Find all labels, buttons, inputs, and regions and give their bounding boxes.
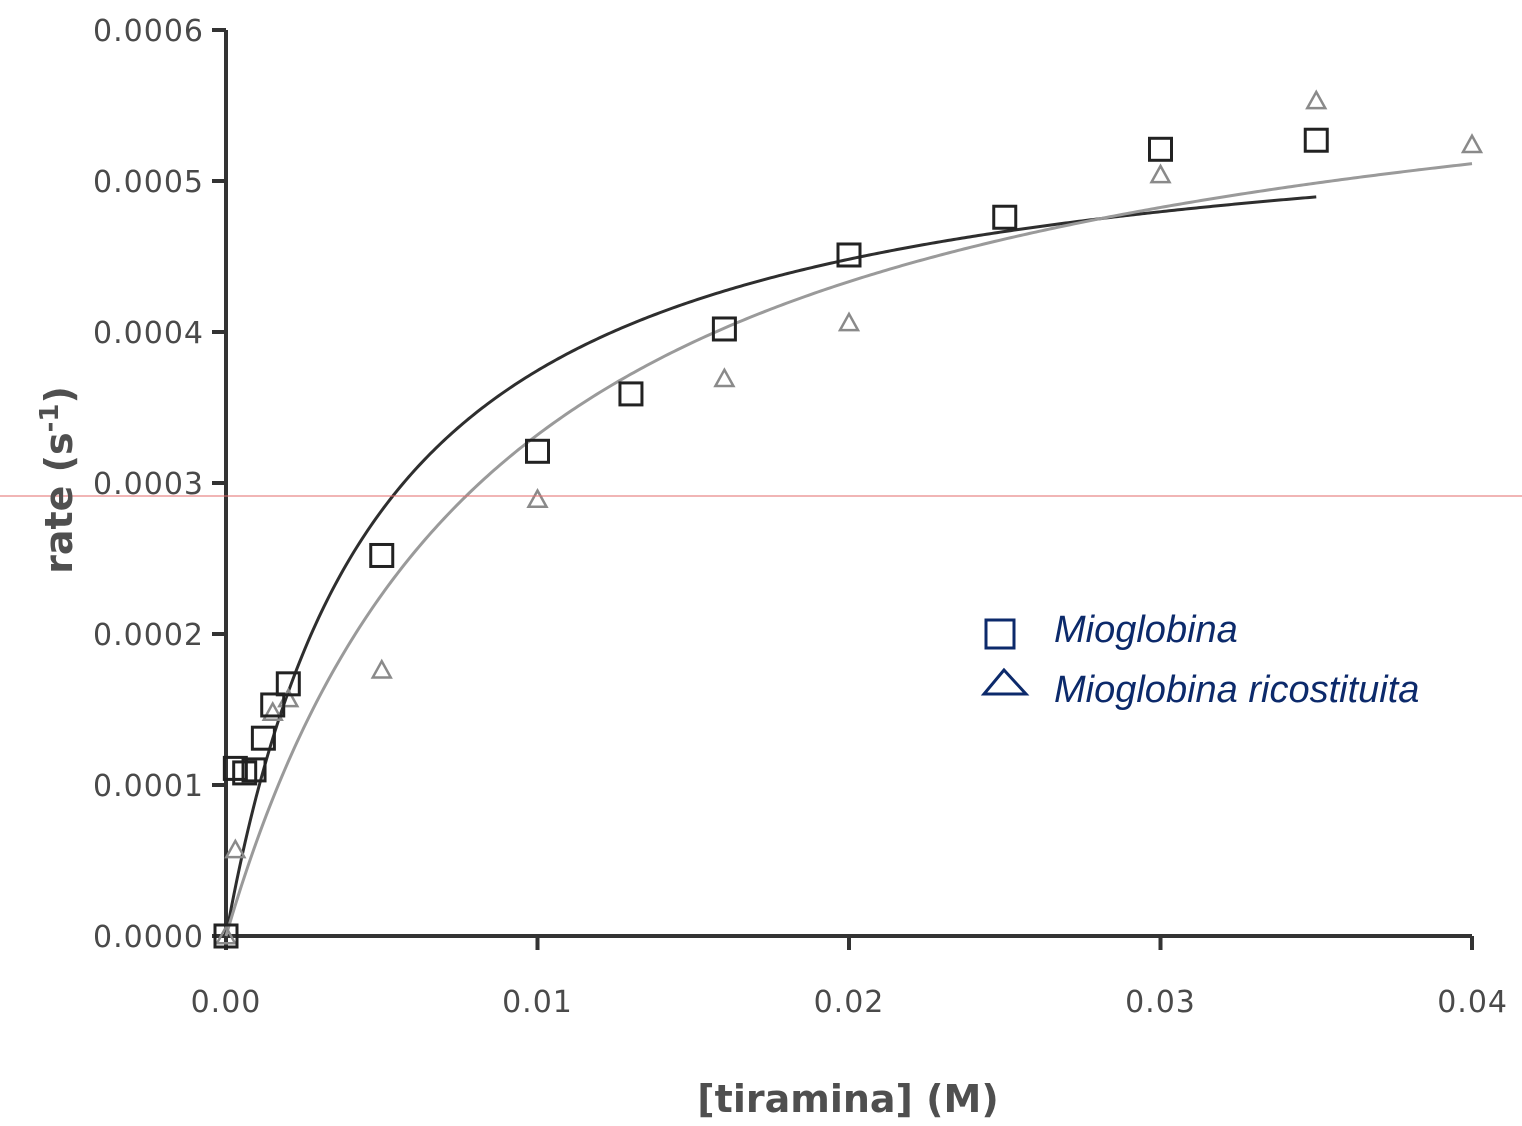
point-ricostituita [261,700,284,721]
point-mioglobina [711,316,737,342]
x-ticks: 0.00 0.01 0.02 0.03 0.04 [191,936,1508,1020]
legend-label-mioglobina: Mioglobina [1054,609,1238,651]
svg-text:rate (s-1): rate (s-1) [35,386,81,574]
y-tick-label: 0.0003 [93,467,204,502]
y-tick-label: 0.0000 [93,920,204,955]
y-axis-title-main: rate (s [37,432,81,574]
y-tick-label: 0.0004 [93,316,204,351]
point-ricostituita [837,311,861,332]
point-mioglobina [232,760,258,786]
point-ricostituita [277,687,300,708]
point-ricostituita [1460,133,1484,154]
fit-curves [224,162,1473,937]
axes [224,30,1472,938]
point-ricostituita [1305,89,1328,110]
point-ricostituita [526,488,549,509]
legend-triangle-icon [980,667,1030,696]
fit-curve-mioglobina [224,195,1317,937]
point-mioglobina [369,542,395,568]
data-points [213,89,1484,949]
point-ricostituita [1149,163,1172,184]
x-tick-label: 0.03 [1125,985,1196,1020]
point-mioglobina [618,381,644,407]
y-axis-title-close: ) [37,386,81,403]
y-tick-label: 0.0002 [93,618,204,653]
point-ricostituita [370,658,393,679]
x-tick-label: 0.02 [814,985,885,1020]
x-tick-label: 0.01 [502,985,573,1020]
point-mioglobina [213,923,239,949]
y-ticks: 0.0000 0.0001 0.0002 0.0003 0.0004 0.0005 0.00… [93,14,226,955]
fit-curve-ricostituita [224,162,1473,937]
legend-square-icon [984,618,1016,650]
point-mioglobina [525,438,550,464]
legend: Mioglobina Mioglobina ricostituita [980,609,1419,711]
point-mioglobina [992,204,1018,230]
point-mioglobina [241,757,267,783]
y-axis-title-sup: -1 [35,403,65,432]
point-mioglobina [1303,127,1329,153]
y-tick-label: 0.0005 [93,165,204,200]
x-tick-label: 0.04 [1437,985,1508,1020]
x-axis-title: [tiramina] (M) [697,1077,998,1121]
point-mioglobina [1148,136,1173,162]
point-ricostituita [713,367,736,388]
point-mioglobina [222,755,248,781]
x-tick-label: 0.00 [191,985,262,1020]
point-mioglobina [275,671,301,697]
point-ricostituita [224,838,247,859]
point-ricostituita [214,924,238,945]
y-tick-label: 0.0006 [93,14,204,49]
point-mioglobina [250,725,276,751]
legend-label-ricostituita: Mioglobina ricostituita [1054,669,1419,711]
y-axis-title: rate (s-1) [35,386,81,574]
point-mioglobina [836,242,862,268]
y-tick-label: 0.0001 [93,769,204,804]
point-mioglobina [260,692,286,718]
